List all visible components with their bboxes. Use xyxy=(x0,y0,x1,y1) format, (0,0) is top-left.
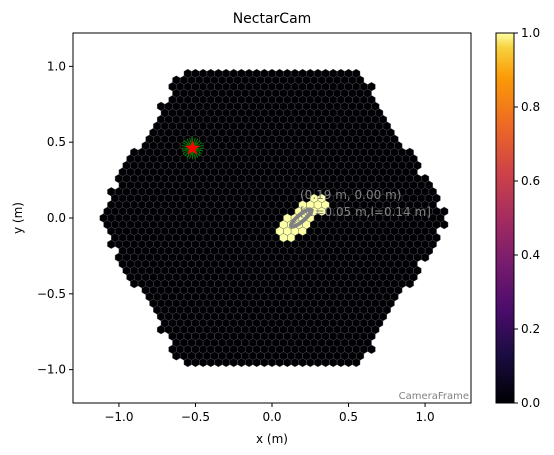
x-tick-label: 0.5 xyxy=(339,410,358,424)
camera-pixel xyxy=(306,68,315,79)
y-axis-label: y (m) xyxy=(11,202,25,234)
camera-pixel xyxy=(421,173,430,184)
camera-pixel xyxy=(156,101,166,111)
y-tick-label: 0.5 xyxy=(47,135,66,149)
camera-pixel xyxy=(245,68,254,79)
camera-pixel xyxy=(222,68,231,79)
chart-title: NectarCam xyxy=(233,11,312,27)
camera-pixel xyxy=(283,68,292,79)
colorbar-ticks: 0.0 0.2 0.4 0.6 0.8 1.0 xyxy=(514,26,540,410)
camera-pixel xyxy=(367,82,376,92)
y-tick-label: 1.0 xyxy=(47,59,66,73)
x-tick-label: −0.5 xyxy=(181,410,210,424)
camera-pixel xyxy=(405,147,414,157)
camera-pixel xyxy=(130,147,139,157)
camera-pixels xyxy=(99,68,449,368)
camera-pixel xyxy=(313,68,322,79)
y-tick-label: −0.5 xyxy=(37,287,66,301)
x-axis-label: x (m) xyxy=(256,432,288,446)
camera-pixel xyxy=(107,187,116,197)
camera-pixel xyxy=(229,68,238,79)
camera-pixel xyxy=(321,68,330,79)
colorbar-tick-label: 0.6 xyxy=(521,174,540,188)
camera-pixel xyxy=(183,68,192,79)
y-tick-label: 0.0 xyxy=(47,211,66,225)
x-tick-label: 0.0 xyxy=(262,410,281,424)
x-axis-ticks: −1.0 −0.5 0.0 0.5 1.0 xyxy=(104,403,435,424)
colorbar-tick-label: 0.8 xyxy=(521,100,540,114)
colorbar-tick-label: 0.0 xyxy=(521,396,540,410)
camera-pixel xyxy=(214,68,223,79)
camera-pixel xyxy=(267,68,277,79)
camera-pixel xyxy=(298,68,307,79)
star-marker xyxy=(184,140,201,155)
camera-pixel xyxy=(199,68,208,79)
y-axis-ticks: −1.0 −0.5 0.0 0.5 1.0 xyxy=(37,59,73,377)
camera-pixel xyxy=(329,68,338,79)
colorbar xyxy=(495,32,515,404)
plot-area xyxy=(99,68,449,368)
hillas-ellipse xyxy=(288,207,314,229)
camera-pixel xyxy=(440,206,449,217)
camera-pixel xyxy=(172,75,181,85)
y-tick-label: −1.0 xyxy=(37,363,66,377)
annotation-size: [w=0.05 m,l=0.14 m] xyxy=(300,205,431,219)
camera-pixel xyxy=(290,68,299,79)
colorbar-tick-label: 0.2 xyxy=(521,322,540,336)
camera-pixel xyxy=(275,68,284,79)
annotation-center: (0.19 m, 0.00 m) xyxy=(300,188,401,202)
colorbar-tick-label: 0.4 xyxy=(521,248,540,262)
camera-frame-label: CameraFrame xyxy=(399,391,469,402)
camera-pixel xyxy=(252,68,261,79)
camera-pixel xyxy=(206,68,215,79)
x-tick-label: −1.0 xyxy=(104,410,133,424)
camera-pixel xyxy=(336,68,345,79)
camera-pixel xyxy=(344,68,353,79)
camera-pixel xyxy=(237,68,246,79)
camera-pixel xyxy=(260,68,269,79)
colorbar-tick-label: 1.0 xyxy=(521,26,540,40)
camera-pixel xyxy=(191,68,200,79)
source-markers xyxy=(181,137,204,160)
camera-pixel xyxy=(352,68,361,79)
x-tick-label: 1.0 xyxy=(416,410,435,424)
